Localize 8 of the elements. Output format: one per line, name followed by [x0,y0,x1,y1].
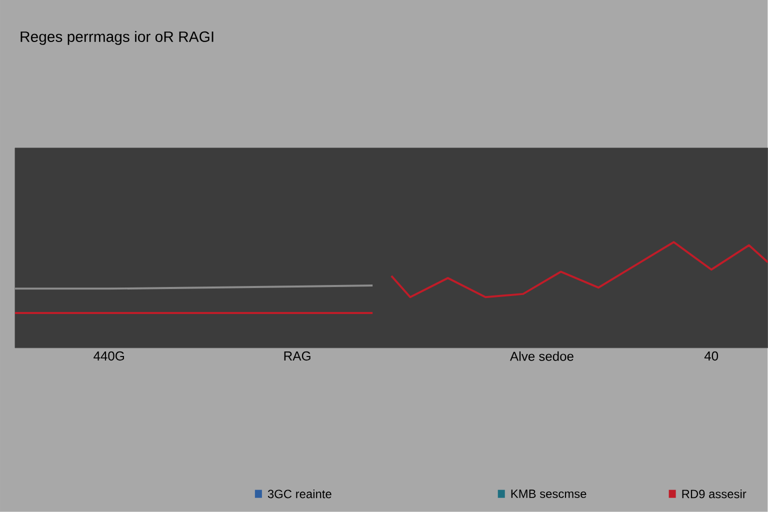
x-tick-label: 440G [94,351,124,361]
legend-label: 3GC reainte [268,490,332,498]
x-tick-label: 40 [704,351,718,361]
legend-label: RD9 assesir [682,490,746,498]
x-tick-label: Alve sedoe [510,351,574,361]
x-tick-label: RAG [284,351,310,361]
legend-label: KMB sescmse [511,490,586,498]
chart-title: Reges perrmags ior oR RAGI [20,31,214,46]
